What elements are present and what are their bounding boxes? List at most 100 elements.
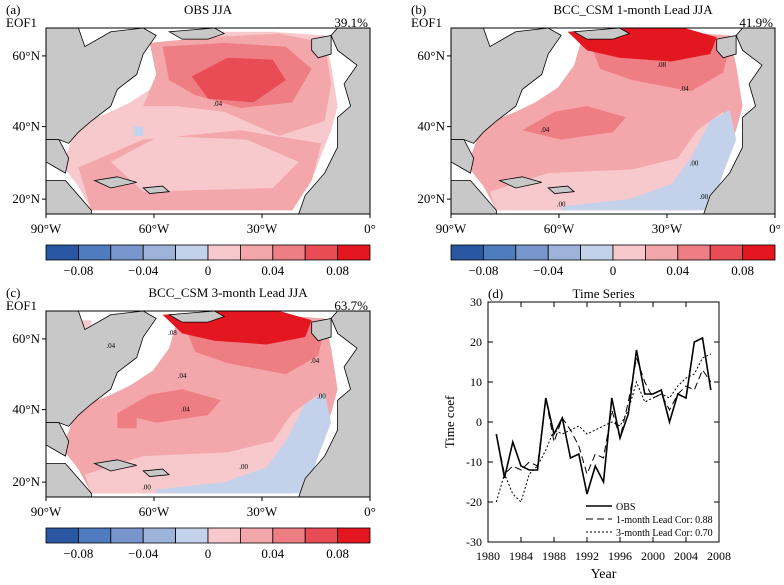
x-tick-label: 30°W bbox=[247, 504, 278, 519]
x-tick-label: 1980 bbox=[476, 549, 500, 563]
panel-label: (b) bbox=[411, 2, 426, 17]
y-tick-label: 40°N bbox=[12, 119, 40, 134]
x-tick-label: 2000 bbox=[641, 549, 665, 563]
panel-label: (a) bbox=[6, 2, 20, 17]
contour-label: .04 bbox=[106, 342, 115, 350]
y-tick-label: 10 bbox=[470, 375, 482, 389]
panel-title: BCC_CSM 3-month Lead JJA bbox=[148, 285, 308, 300]
landmass-north-america bbox=[45, 310, 157, 427]
contour-label: .00 bbox=[317, 392, 326, 400]
colorbar-swatch bbox=[207, 527, 241, 544]
contour-label: .04 bbox=[541, 126, 550, 134]
colorbar-swatch bbox=[110, 527, 144, 544]
landmass-hispaniola bbox=[547, 185, 576, 194]
x-tick-label: 60°W bbox=[139, 221, 170, 236]
map-panel: 90°W 60°W 30°W 0° 60°N 40°N 20°N (c) BCC_CSM 3-m… bbox=[6, 285, 376, 519]
map-frame bbox=[45, 310, 371, 498]
landmass-greenland bbox=[572, 27, 631, 40]
colorbar-swatch bbox=[207, 244, 241, 261]
colorbar-swatch bbox=[337, 527, 371, 544]
contour-label: .04 bbox=[213, 100, 222, 108]
y-axis-label: Time coef bbox=[442, 395, 457, 448]
colorbar-tick-label: 0.04 bbox=[261, 546, 284, 561]
x-tick-label: 0° bbox=[364, 504, 376, 519]
colorbar-swatch bbox=[78, 527, 112, 544]
map-frame bbox=[45, 27, 371, 215]
y-tick-label: 60°N bbox=[12, 48, 40, 63]
map-panel: 90°W 60°W 30°W 0° 60°N 40°N 20°N (b) BCC_CSM 1-m… bbox=[411, 2, 781, 236]
landmass-british-isles bbox=[716, 34, 737, 59]
x-tick-label: 90°W bbox=[31, 221, 62, 236]
colorbar-swatch bbox=[580, 244, 614, 261]
x-tick-label: 1984 bbox=[509, 549, 533, 563]
colorbar-tick-label: 0 bbox=[610, 263, 617, 278]
map-frame bbox=[450, 27, 776, 215]
colorbar-swatch bbox=[175, 527, 209, 544]
colorbar-tick-label: 0.04 bbox=[261, 263, 284, 278]
colorbar-swatch bbox=[45, 527, 79, 544]
colorbar-tick-label: 0.08 bbox=[731, 263, 754, 278]
landmass-cuba bbox=[93, 459, 137, 472]
colorbar-swatch bbox=[272, 244, 306, 261]
colorbar-tick-label: 0.08 bbox=[326, 546, 349, 561]
y-tick-label: 20°N bbox=[12, 474, 40, 489]
x-tick-label: 90°W bbox=[436, 221, 467, 236]
colorbar: −0.08 −0.04 0 0.04 0.08 bbox=[45, 244, 371, 278]
colorbar-swatch bbox=[709, 244, 744, 261]
y-tick-label: 30 bbox=[470, 295, 482, 309]
y-tick-label: -20 bbox=[466, 495, 482, 509]
landmass-cuba bbox=[498, 176, 542, 189]
sst-field-negative bbox=[156, 392, 332, 494]
sst-field-high bbox=[117, 389, 221, 423]
colorbar-swatch bbox=[304, 244, 339, 261]
colorbar-swatch bbox=[612, 244, 646, 261]
x-tick-label: 2008 bbox=[707, 549, 731, 563]
colorbar-swatch bbox=[547, 244, 581, 261]
contour-label: .08 bbox=[168, 329, 177, 337]
colorbar-tick-label: 0 bbox=[205, 263, 212, 278]
chart-title: Time Series bbox=[573, 286, 635, 301]
colorbar-tick-label: −0.08 bbox=[63, 263, 93, 278]
colorbar-tick-label: 0.04 bbox=[666, 263, 689, 278]
sst-patch bbox=[117, 413, 137, 429]
x-tick-label: 60°W bbox=[544, 221, 575, 236]
colorbar-swatch bbox=[110, 244, 144, 261]
x-tick-label: 30°W bbox=[247, 221, 278, 236]
sst-field-peak bbox=[191, 57, 286, 103]
y-tick-label: -30 bbox=[466, 535, 482, 549]
sst-field-negative bbox=[561, 109, 737, 211]
legend-label: 3-month Lead Cor: 0.70 bbox=[616, 528, 713, 539]
y-tick-label: 20°N bbox=[417, 191, 445, 206]
colorbar-swatch bbox=[483, 244, 517, 261]
y-tick-label: 0 bbox=[476, 415, 482, 429]
legend-label: OBS bbox=[616, 502, 635, 513]
x-tick-label: 0° bbox=[364, 221, 376, 236]
colorbar-tick-label: −0.04 bbox=[533, 263, 564, 278]
landmass-hispaniola bbox=[142, 185, 171, 194]
x-tick-label: 2004 bbox=[674, 549, 698, 563]
variance-label: 41.9% bbox=[739, 15, 773, 30]
x-tick-label: 1992 bbox=[575, 549, 599, 563]
colorbar: −0.08 −0.04 0 0.04 0.08 bbox=[450, 244, 776, 278]
contour-label: .04 bbox=[181, 405, 190, 413]
map-panel: 90°W 60°W 30°W 0° 60°N 40°N 20°N (a) OBS JJA EOF1… bbox=[6, 2, 376, 236]
y-tick-label: 20°N bbox=[12, 191, 40, 206]
y-tick-label: -10 bbox=[466, 455, 482, 469]
time-series-panel: 1980 1984 1988 1992 1996 2000 2004 2008 -30 -20 -1… bbox=[442, 286, 731, 582]
sst-field-high bbox=[522, 106, 626, 140]
colorbar-swatch bbox=[742, 244, 776, 261]
contour-label: .08 bbox=[657, 61, 666, 69]
x-tick-label: 30°W bbox=[652, 221, 683, 236]
mode-label: EOF1 bbox=[6, 15, 37, 30]
x-tick-label: 1996 bbox=[608, 549, 632, 563]
sst-field-low bbox=[110, 135, 299, 192]
colorbar-swatch bbox=[515, 244, 549, 261]
colorbar-tick-label: −0.04 bbox=[128, 546, 159, 561]
series-line bbox=[495, 353, 712, 503]
x-axis-label: Year bbox=[591, 567, 617, 582]
mode-label: EOF1 bbox=[6, 298, 37, 313]
landmass-british-isles bbox=[311, 317, 332, 342]
landmass-north-america bbox=[450, 27, 562, 144]
colorbar-swatch bbox=[677, 244, 711, 261]
